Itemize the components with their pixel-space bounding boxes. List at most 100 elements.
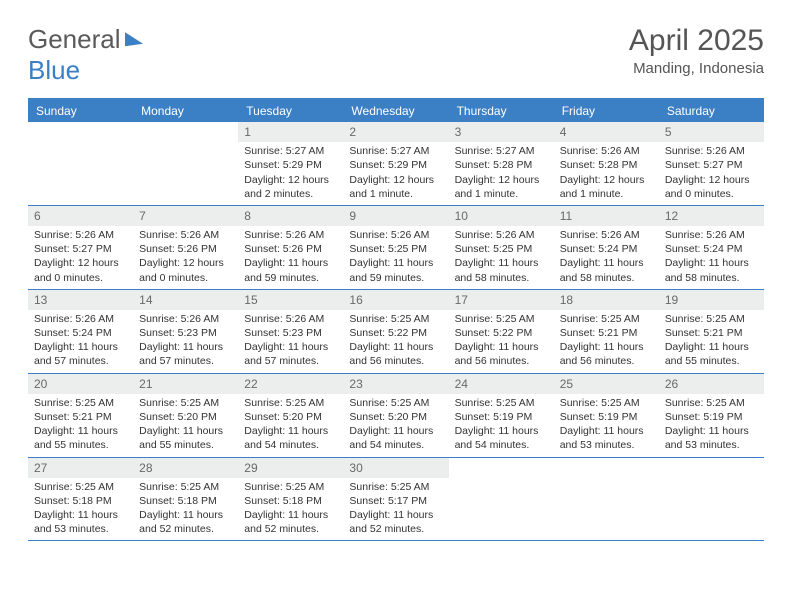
day-number: 25 — [554, 374, 659, 394]
day-number: 3 — [449, 122, 554, 142]
calendar-cell: 15Sunrise: 5:26 AMSunset: 5:23 PMDayligh… — [238, 290, 343, 373]
calendar-cell — [449, 458, 554, 541]
day-number — [449, 458, 554, 462]
cell-body: Sunrise: 5:25 AMSunset: 5:19 PMDaylight:… — [659, 394, 764, 457]
calendar-cell — [554, 458, 659, 541]
cell-body: Sunrise: 5:27 AMSunset: 5:29 PMDaylight:… — [343, 142, 448, 205]
sunset-text: Sunset: 5:18 PM — [34, 494, 127, 508]
calendar-cell: 14Sunrise: 5:26 AMSunset: 5:23 PMDayligh… — [133, 290, 238, 373]
daylight-text: Daylight: 11 hours and 52 minutes. — [349, 508, 442, 536]
cell-body: Sunrise: 5:26 AMSunset: 5:24 PMDaylight:… — [554, 226, 659, 289]
calendar-cell: 13Sunrise: 5:26 AMSunset: 5:24 PMDayligh… — [28, 290, 133, 373]
cell-body: Sunrise: 5:26 AMSunset: 5:28 PMDaylight:… — [554, 142, 659, 205]
cell-body: Sunrise: 5:25 AMSunset: 5:18 PMDaylight:… — [133, 478, 238, 541]
daylight-text: Daylight: 11 hours and 56 minutes. — [455, 340, 548, 368]
sunset-text: Sunset: 5:27 PM — [665, 158, 758, 172]
day-number: 10 — [449, 206, 554, 226]
daylight-text: Daylight: 11 hours and 59 minutes. — [244, 256, 337, 284]
day-number: 27 — [28, 458, 133, 478]
day-number: 2 — [343, 122, 448, 142]
cell-body: Sunrise: 5:26 AMSunset: 5:23 PMDaylight:… — [238, 310, 343, 373]
daylight-text: Daylight: 11 hours and 58 minutes. — [560, 256, 653, 284]
day-number: 15 — [238, 290, 343, 310]
daylight-text: Daylight: 11 hours and 56 minutes. — [560, 340, 653, 368]
daylight-text: Daylight: 11 hours and 55 minutes. — [34, 424, 127, 452]
daylight-text: Daylight: 11 hours and 57 minutes. — [139, 340, 232, 368]
daylight-text: Daylight: 11 hours and 53 minutes. — [560, 424, 653, 452]
sunset-text: Sunset: 5:18 PM — [244, 494, 337, 508]
calendar-cell: 12Sunrise: 5:26 AMSunset: 5:24 PMDayligh… — [659, 206, 764, 289]
weeks-container: 1Sunrise: 5:27 AMSunset: 5:29 PMDaylight… — [28, 122, 764, 541]
sunset-text: Sunset: 5:25 PM — [455, 242, 548, 256]
sunset-text: Sunset: 5:17 PM — [349, 494, 442, 508]
calendar-cell: 19Sunrise: 5:25 AMSunset: 5:21 PMDayligh… — [659, 290, 764, 373]
cell-body: Sunrise: 5:25 AMSunset: 5:20 PMDaylight:… — [238, 394, 343, 457]
day-number: 6 — [28, 206, 133, 226]
weekday-monday: Monday — [133, 100, 238, 122]
sunset-text: Sunset: 5:20 PM — [139, 410, 232, 424]
day-number: 20 — [28, 374, 133, 394]
sunset-text: Sunset: 5:26 PM — [139, 242, 232, 256]
day-number: 21 — [133, 374, 238, 394]
day-number: 1 — [238, 122, 343, 142]
daylight-text: Daylight: 12 hours and 0 minutes. — [665, 173, 758, 201]
day-number: 30 — [343, 458, 448, 478]
daylight-text: Daylight: 12 hours and 0 minutes. — [139, 256, 232, 284]
calendar-cell: 26Sunrise: 5:25 AMSunset: 5:19 PMDayligh… — [659, 374, 764, 457]
calendar-cell: 4Sunrise: 5:26 AMSunset: 5:28 PMDaylight… — [554, 122, 659, 205]
sunrise-text: Sunrise: 5:25 AM — [665, 312, 758, 326]
day-number — [659, 458, 764, 462]
sunset-text: Sunset: 5:22 PM — [349, 326, 442, 340]
weekday-saturday: Saturday — [659, 100, 764, 122]
cell-body: Sunrise: 5:26 AMSunset: 5:25 PMDaylight:… — [449, 226, 554, 289]
sunrise-text: Sunrise: 5:25 AM — [455, 312, 548, 326]
cell-body: Sunrise: 5:25 AMSunset: 5:18 PMDaylight:… — [28, 478, 133, 541]
calendar-cell: 8Sunrise: 5:26 AMSunset: 5:26 PMDaylight… — [238, 206, 343, 289]
day-number: 22 — [238, 374, 343, 394]
calendar-cell: 29Sunrise: 5:25 AMSunset: 5:18 PMDayligh… — [238, 458, 343, 541]
cell-body: Sunrise: 5:27 AMSunset: 5:29 PMDaylight:… — [238, 142, 343, 205]
sunrise-text: Sunrise: 5:26 AM — [455, 228, 548, 242]
sunrise-text: Sunrise: 5:25 AM — [665, 396, 758, 410]
sunset-text: Sunset: 5:23 PM — [244, 326, 337, 340]
sunrise-text: Sunrise: 5:26 AM — [665, 144, 758, 158]
daylight-text: Daylight: 12 hours and 0 minutes. — [34, 256, 127, 284]
cell-body: Sunrise: 5:26 AMSunset: 5:27 PMDaylight:… — [659, 142, 764, 205]
daylight-text: Daylight: 11 hours and 52 minutes. — [244, 508, 337, 536]
daylight-text: Daylight: 12 hours and 1 minute. — [560, 173, 653, 201]
day-number: 24 — [449, 374, 554, 394]
calendar-cell: 27Sunrise: 5:25 AMSunset: 5:18 PMDayligh… — [28, 458, 133, 541]
calendar-cell: 5Sunrise: 5:26 AMSunset: 5:27 PMDaylight… — [659, 122, 764, 205]
sunset-text: Sunset: 5:28 PM — [455, 158, 548, 172]
sunrise-text: Sunrise: 5:26 AM — [34, 312, 127, 326]
sunrise-text: Sunrise: 5:26 AM — [244, 312, 337, 326]
calendar-cell: 2Sunrise: 5:27 AMSunset: 5:29 PMDaylight… — [343, 122, 448, 205]
cell-body: Sunrise: 5:26 AMSunset: 5:26 PMDaylight:… — [133, 226, 238, 289]
day-number — [133, 122, 238, 126]
day-number: 26 — [659, 374, 764, 394]
calendar-cell: 16Sunrise: 5:25 AMSunset: 5:22 PMDayligh… — [343, 290, 448, 373]
daylight-text: Daylight: 11 hours and 53 minutes. — [34, 508, 127, 536]
daylight-text: Daylight: 11 hours and 59 minutes. — [349, 256, 442, 284]
daylight-text: Daylight: 11 hours and 52 minutes. — [139, 508, 232, 536]
logo-text-2: Blue — [28, 55, 764, 86]
cell-body: Sunrise: 5:26 AMSunset: 5:24 PMDaylight:… — [28, 310, 133, 373]
sunrise-text: Sunrise: 5:27 AM — [244, 144, 337, 158]
cell-body: Sunrise: 5:26 AMSunset: 5:25 PMDaylight:… — [343, 226, 448, 289]
day-number — [28, 122, 133, 126]
calendar-cell: 23Sunrise: 5:25 AMSunset: 5:20 PMDayligh… — [343, 374, 448, 457]
sunrise-text: Sunrise: 5:25 AM — [560, 396, 653, 410]
cell-body: Sunrise: 5:25 AMSunset: 5:22 PMDaylight:… — [449, 310, 554, 373]
sunrise-text: Sunrise: 5:25 AM — [244, 480, 337, 494]
daylight-text: Daylight: 11 hours and 56 minutes. — [349, 340, 442, 368]
sunset-text: Sunset: 5:24 PM — [560, 242, 653, 256]
day-number: 19 — [659, 290, 764, 310]
sunrise-text: Sunrise: 5:25 AM — [455, 396, 548, 410]
sunrise-text: Sunrise: 5:25 AM — [139, 480, 232, 494]
calendar-cell: 3Sunrise: 5:27 AMSunset: 5:28 PMDaylight… — [449, 122, 554, 205]
day-number: 7 — [133, 206, 238, 226]
cell-body: Sunrise: 5:26 AMSunset: 5:27 PMDaylight:… — [28, 226, 133, 289]
cell-body: Sunrise: 5:25 AMSunset: 5:19 PMDaylight:… — [554, 394, 659, 457]
sunset-text: Sunset: 5:20 PM — [244, 410, 337, 424]
calendar: Sunday Monday Tuesday Wednesday Thursday… — [28, 98, 764, 541]
